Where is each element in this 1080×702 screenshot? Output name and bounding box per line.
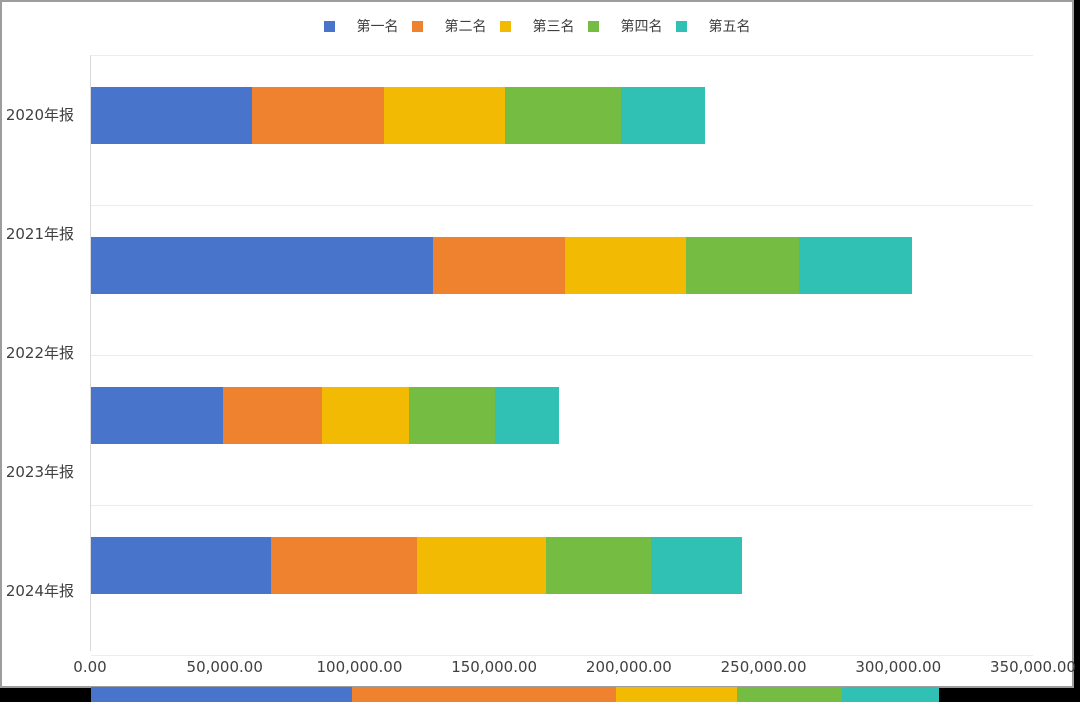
legend-label: 第二名 bbox=[444, 19, 487, 35]
bar-segment-第一名 bbox=[91, 87, 253, 144]
category-row-2024年报 bbox=[91, 687, 1033, 702]
y-tick-label: 2021年报 bbox=[5, 225, 74, 243]
bar-segment-第二名 bbox=[352, 687, 616, 702]
bar-segment-第五名 bbox=[494, 387, 560, 444]
stacked-bar-2020年报 bbox=[91, 87, 1033, 144]
category-row-2020年报 bbox=[91, 87, 1033, 206]
bar-segment-第二名 bbox=[252, 87, 385, 144]
bar-segment-第五名 bbox=[798, 237, 912, 294]
x-tick-label: 200,000.00 bbox=[585, 658, 672, 676]
bar-segment-第二名 bbox=[432, 237, 565, 294]
x-tick-label: 350,000.00 bbox=[990, 658, 1076, 676]
bar-segment-第三名 bbox=[384, 87, 506, 144]
bar-segment-第四名 bbox=[505, 87, 622, 144]
plot-area bbox=[90, 55, 1033, 702]
x-tick-label: 150,000.00 bbox=[451, 658, 538, 676]
x-tick-label: 100,000.00 bbox=[316, 658, 403, 676]
bar-segment-第二名 bbox=[222, 387, 323, 444]
bar-segment-第四名 bbox=[408, 387, 495, 444]
y-tick-label: 2020年报 bbox=[5, 106, 74, 124]
bar-segment-第三名 bbox=[322, 387, 409, 444]
stacked-bar-2022年报 bbox=[91, 387, 1033, 444]
legend-swatch-icon bbox=[499, 20, 511, 32]
legend-swatch-icon bbox=[323, 20, 335, 32]
legend-item-1: 第一名 bbox=[323, 16, 399, 36]
legend-item-4: 第四名 bbox=[587, 16, 663, 36]
bar-segment-第五名 bbox=[650, 537, 743, 594]
legend-label: 第一名 bbox=[356, 19, 399, 35]
category-row-2023年报 bbox=[91, 537, 1033, 656]
y-tick-label: 2023年报 bbox=[5, 463, 74, 481]
x-tick-label: 300,000.00 bbox=[855, 658, 942, 676]
bar-segment-第四名 bbox=[685, 237, 799, 294]
legend-swatch-icon bbox=[587, 20, 599, 32]
category-row-2022年报 bbox=[91, 387, 1033, 506]
stacked-bar-2023年报 bbox=[91, 537, 1033, 594]
bar-segment-第三名 bbox=[615, 687, 737, 702]
bar-segment-第三名 bbox=[564, 237, 686, 294]
x-tick-label: 250,000.00 bbox=[720, 658, 807, 676]
bar-segment-第一名 bbox=[91, 237, 433, 294]
legend-item-2: 第二名 bbox=[411, 16, 487, 36]
legend-item-3: 第三名 bbox=[499, 16, 575, 36]
x-tick-label: 0.00 bbox=[73, 658, 107, 676]
y-tick-label: 2022年报 bbox=[5, 344, 74, 362]
legend-item-5: 第五名 bbox=[675, 16, 751, 36]
bar-segment-第一名 bbox=[91, 387, 223, 444]
category-row-2021年报 bbox=[91, 237, 1033, 356]
y-tick-label: 2024年报 bbox=[5, 582, 74, 600]
x-tick-label: 50,000.00 bbox=[186, 658, 263, 676]
bar-segment-第三名 bbox=[416, 537, 546, 594]
bar-segment-第一名 bbox=[91, 687, 353, 702]
bar-segment-第四名 bbox=[545, 537, 651, 594]
y-axis-labels: 2020年报 2021年报 2022年报 2023年报 2024年报 bbox=[2, 55, 82, 651]
legend-swatch-icon bbox=[411, 20, 423, 32]
legend-label: 第五名 bbox=[708, 19, 751, 35]
bar-segment-第二名 bbox=[271, 537, 417, 594]
bar-segment-第四名 bbox=[736, 687, 842, 702]
bar-segment-第五名 bbox=[621, 87, 705, 144]
x-axis-labels: 0.00 50,000.00 100,000.00 150,000.00 200,000… bbox=[73, 651, 1076, 677]
bar-segment-第五名 bbox=[841, 687, 939, 702]
legend-label: 第四名 bbox=[620, 19, 663, 35]
chart-legend: 第一名 第二名 第三名 第四名 第五名 bbox=[2, 14, 1072, 38]
bar-segment-第一名 bbox=[91, 537, 272, 594]
legend-label: 第三名 bbox=[532, 19, 575, 35]
stacked-bar-2021年报 bbox=[91, 237, 1033, 294]
legend-swatch-icon bbox=[675, 20, 687, 32]
stacked-bar-2024年报 bbox=[91, 687, 1033, 702]
